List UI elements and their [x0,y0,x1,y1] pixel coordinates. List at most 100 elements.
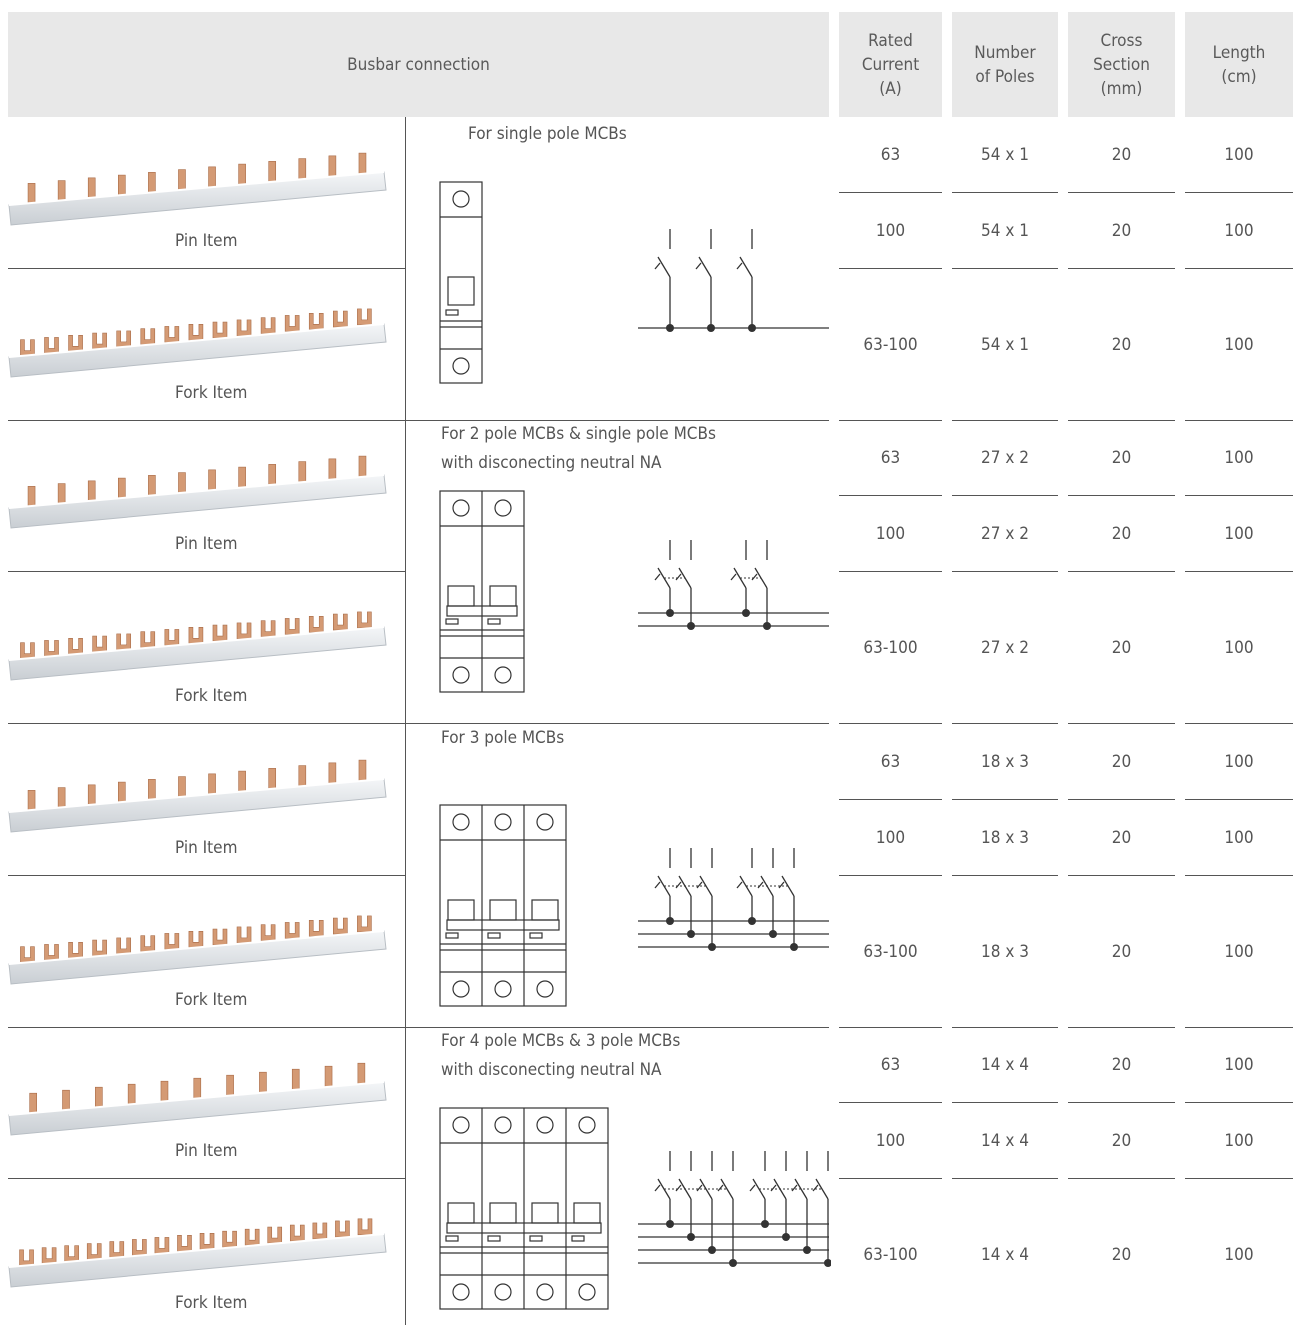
section-divider [952,420,1058,421]
fork-item-label: Fork Item [175,686,248,706]
cell-rated: 100 [875,221,906,241]
cell-length: 100 [1224,145,1254,165]
copper-pin [193,1077,202,1101]
cell-cross: 20 [1111,828,1132,848]
row-divider [839,1102,942,1103]
cell-rated: 63-100 [863,637,918,658]
row-divider [1185,495,1293,496]
mcb-1-pole-drawing [439,181,483,384]
copper-fork [20,946,35,963]
section-title: For single pole MCBs [468,124,627,144]
copper-fork [312,1222,328,1240]
row-divider [1185,1178,1293,1179]
copper-pin [328,762,337,786]
row-divider [952,268,1058,269]
cell-length: 100 [1224,1244,1254,1265]
cell-length: 100 [1224,1055,1254,1075]
copper-fork [164,933,180,950]
busbar-rail [8,626,387,681]
mcb-3-pole-drawing [439,804,567,1007]
copper-fork [164,326,180,343]
section-divider [952,1027,1058,1028]
row-divider [1185,1102,1293,1103]
cell-length: 100 [1224,941,1254,962]
busbar-rail [8,323,387,378]
cell-cross: 20 [1111,145,1132,165]
row-divider [839,192,942,193]
wiring-schematic [638,229,829,332]
wiring-schematic [638,540,829,630]
copper-pin [148,779,156,802]
section-divider [1185,420,1293,421]
copper-pin [358,152,367,176]
copper-pin [298,158,307,181]
section-divider [1185,1027,1293,1028]
copper-pin [118,781,126,805]
row-divider [1185,192,1293,193]
item-divider [8,571,405,572]
copper-fork [222,1230,237,1248]
copper-fork [333,310,348,328]
section-divider [1068,723,1175,724]
copper-fork [44,337,59,354]
section-divider [839,723,942,724]
copper-pin [178,776,186,799]
copper-fork [260,317,276,334]
cell-poles: 18 x 3 [981,941,1029,962]
cell-length: 100 [1224,334,1254,355]
row-divider [1068,192,1175,193]
fork-item-label: Fork Item [175,990,248,1010]
row-divider [1068,571,1175,572]
cell-length: 100 [1224,828,1254,848]
copper-pin [178,169,186,192]
row-divider [952,1102,1058,1103]
copper-fork [92,332,107,350]
copper-fork [244,1228,260,1246]
cell-length: 100 [1224,524,1254,544]
copper-fork [44,640,59,657]
row-divider [839,799,942,800]
copper-pin [148,475,156,498]
row-divider [839,571,942,572]
copper-fork [177,1235,192,1252]
row-divider [839,1178,942,1179]
cell-poles: 54 x 1 [981,221,1029,241]
row-divider [1068,875,1175,876]
section-divider [8,723,829,724]
cell-length: 100 [1224,448,1254,468]
cell-cross: 20 [1111,1244,1132,1265]
cell-cross: 20 [1111,524,1132,544]
copper-pin [148,172,156,195]
section-divider [8,1027,829,1028]
wiring-schematic [638,848,829,951]
pin-item-label: Pin Item [175,838,238,858]
copper-pin [208,166,216,190]
header-cross-section: Cross Section (mm) [1068,12,1175,117]
section-title: For 2 pole MCBs & single pole MCBs with … [441,424,716,473]
pin-item-label: Pin Item [175,1141,238,1161]
cell-cross: 20 [1111,1131,1132,1151]
cell-poles: 14 x 4 [981,1055,1029,1075]
row-divider [952,571,1058,572]
cell-cross: 20 [1111,221,1132,241]
row-divider [952,799,1058,800]
cell-poles: 27 x 2 [981,637,1029,658]
copper-pin [328,155,337,179]
busbar-rail [8,474,387,529]
column-divider [405,117,406,1325]
row-divider [952,1178,1058,1179]
copper-pin [160,1080,169,1104]
row-divider [1068,1102,1175,1103]
mcb-2-pole-drawing [439,490,525,693]
copper-fork [140,328,156,345]
copper-fork [357,611,372,629]
header-length: Length (cm) [1185,12,1293,117]
copper-fork [212,321,228,339]
copper-fork [140,935,156,952]
copper-pin [291,1068,300,1092]
copper-fork [212,624,228,642]
copper-pin [118,477,126,501]
cell-poles: 27 x 2 [981,448,1029,468]
copper-fork [308,312,324,330]
copper-fork [236,319,252,337]
